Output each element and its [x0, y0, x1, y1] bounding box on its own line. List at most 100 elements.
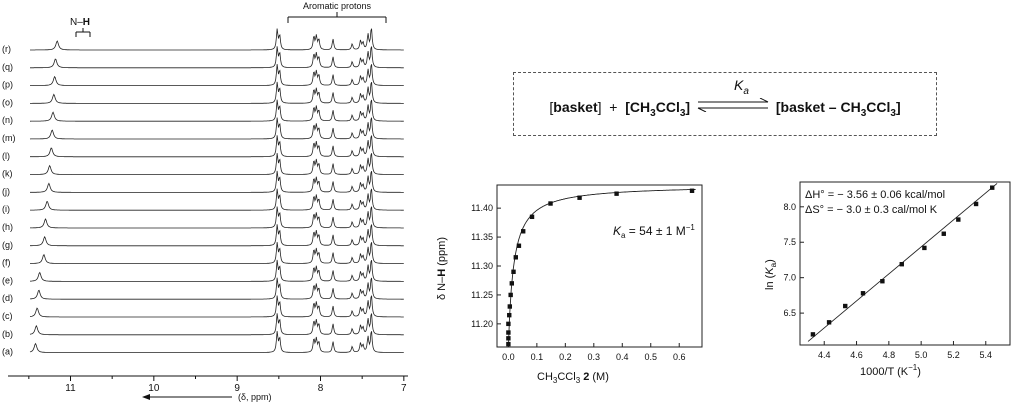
plot2-xlabel: 1000/T (K−1) [860, 363, 921, 378]
plot2-ylabel: ln (Ka) [764, 259, 778, 290]
plot1-point [507, 304, 513, 309]
nmr-trace [29, 117, 404, 140]
plot1-xtick-label: 0.1 [531, 352, 544, 362]
plot2-annotation-h: ΔH° = − 3.56 ± 0.06 kcal/mol [805, 189, 945, 201]
trace-label: (j) [2, 186, 10, 196]
nmr-trace [30, 99, 404, 122]
trace-label: (a) [2, 347, 13, 357]
plot1-point [506, 341, 511, 347]
plot1-xtick-label: 0.4 [616, 352, 629, 362]
plot2-xtick-label: 4.4 [818, 350, 831, 360]
plot2-ytick-label: 7.0 [783, 273, 796, 283]
plot1-point [529, 214, 535, 220]
plot1-point [509, 281, 515, 286]
trace-label: (m) [2, 133, 16, 143]
equilibrium-arrows [694, 96, 772, 113]
plot2-points [810, 185, 995, 337]
plot1-fit-curve [507, 188, 696, 348]
vant-hoff-chart: 4.4 4.6 4.8 5.0 5.2 5.4 6.5 7.0 7.5 8.0 ΔH° = − 3… [764, 181, 1011, 378]
plot1-annotation: Ka = 54 ± 1 M−1 [613, 223, 695, 240]
plot2-ticks: 4.4 4.6 4.8 5.0 5.2 5.4 6.5 7.0 7.5 8.0 [783, 202, 992, 360]
nh-bracket: N–H [70, 17, 91, 37]
nmr-trace [30, 46, 404, 69]
trace-label: (f) [2, 258, 11, 268]
plot1-point [511, 269, 516, 274]
plot1-xtick-label: 0.0 [502, 352, 515, 362]
plot1-ytick-label: 11.35 [471, 232, 493, 242]
plot2-xtick-label: 5.4 [980, 350, 993, 360]
nmr-trace [30, 188, 404, 211]
nmr-trace [30, 170, 404, 193]
plot2-point [990, 185, 995, 190]
trace-label: (n) [2, 115, 13, 125]
nmr-stack-panel: (r) (q) (p) (o) (n) (m) (l) (k) (j) (i) (h) (g) (f) (… [2, 1, 408, 402]
nmr-trace [30, 224, 404, 247]
plot1-point [548, 201, 553, 206]
nh-label: N–H [70, 17, 90, 28]
trace-label: (p) [2, 80, 13, 90]
plot2-point [956, 217, 961, 222]
nmr-trace [30, 277, 404, 300]
nmr-trace [29, 331, 404, 353]
plot1-ytick-label: 11.20 [471, 319, 493, 329]
trace-label: (o) [2, 97, 13, 107]
trace-label: (r) [2, 44, 11, 54]
plot1-ytick-label: 11.25 [471, 290, 493, 300]
binding-isotherm-chart: 0.0 0.1 0.2 0.3 0.4 0.5 0.6 11.20 11.25 11.30 11.3… [436, 184, 703, 385]
plot2-point [826, 320, 832, 325]
plot1-point [577, 195, 582, 200]
plot1-ylabel: δ N–H (ppm) [436, 237, 448, 300]
plot1-point [513, 255, 518, 260]
nmr-trace [30, 64, 404, 86]
trace-label: (g) [2, 240, 13, 250]
nmr-x-ticks: 11 10 9 8 7 [28, 376, 407, 394]
plot1-point [506, 336, 511, 341]
plot1-point [614, 191, 619, 196]
nmr-tick-label: 11 [65, 383, 76, 394]
plot1-point [516, 243, 522, 248]
nmr-trace [30, 81, 404, 104]
plot1-xtick-label: 0.6 [673, 352, 686, 362]
ppm-arrow: (δ, ppm) [142, 392, 272, 402]
plot1-ytick-label: 11.30 [471, 261, 493, 271]
plot1-xtick-label: 0.2 [559, 352, 572, 362]
trace-label: (e) [2, 275, 13, 285]
equilibrium-constant-label: Ka [734, 77, 749, 97]
trace-label: (q) [2, 62, 13, 72]
plot1-points [506, 188, 695, 347]
plot2-ytick-label: 8.0 [783, 202, 796, 212]
equilibrium-arrow-icon [697, 97, 769, 113]
plot1-point [507, 312, 512, 318]
nmr-tick-label: 8 [318, 383, 324, 394]
plot2-annotation-s: ΔS° = − 3.0 ± 0.3 cal/mol K [805, 204, 938, 216]
plot1-xtick-label: 0.5 [644, 352, 657, 362]
plot2-point [941, 231, 946, 236]
nmr-trace [29, 259, 404, 282]
plot2-point [973, 201, 979, 207]
nmr-tick-label: 10 [148, 383, 160, 394]
trace-label: (c) [2, 311, 13, 321]
nmr-tick-label: 9 [234, 383, 240, 394]
plot2-frame [799, 181, 1011, 346]
trace-label: (h) [2, 222, 13, 232]
plot2-point [843, 303, 848, 309]
nmr-tick-label: 7 [401, 383, 407, 394]
nmr-axis-label: (δ, ppm) [238, 392, 272, 402]
plot2-xtick-label: 5.0 [915, 350, 928, 360]
nmr-trace [30, 242, 404, 264]
plot1-xlabel: CH3CCl3 2 (M) [537, 371, 609, 385]
nmr-trace [30, 135, 404, 158]
nmr-trace [29, 313, 404, 336]
plot1-frame [496, 184, 703, 348]
plot1-xtick-label: 0.3 [588, 352, 601, 362]
aromatic-label: Aromatic protons [303, 1, 372, 11]
plot1-ytick-label: 11.40 [471, 203, 493, 213]
plot1-point [520, 229, 526, 234]
plot2-point [860, 291, 866, 296]
plot2-xtick-label: 4.6 [850, 350, 863, 360]
equilibrium-box: Ka [basket] + [CH3CCl3] [basket – CH3CCl… [513, 72, 937, 136]
nmr-traces: (r) (q) (p) (o) (n) (m) (l) (k) (j) (i) (h) (g) (f) (… [2, 28, 404, 357]
plot2-ytick-label: 6.5 [783, 308, 796, 318]
plot2-point [810, 332, 816, 337]
